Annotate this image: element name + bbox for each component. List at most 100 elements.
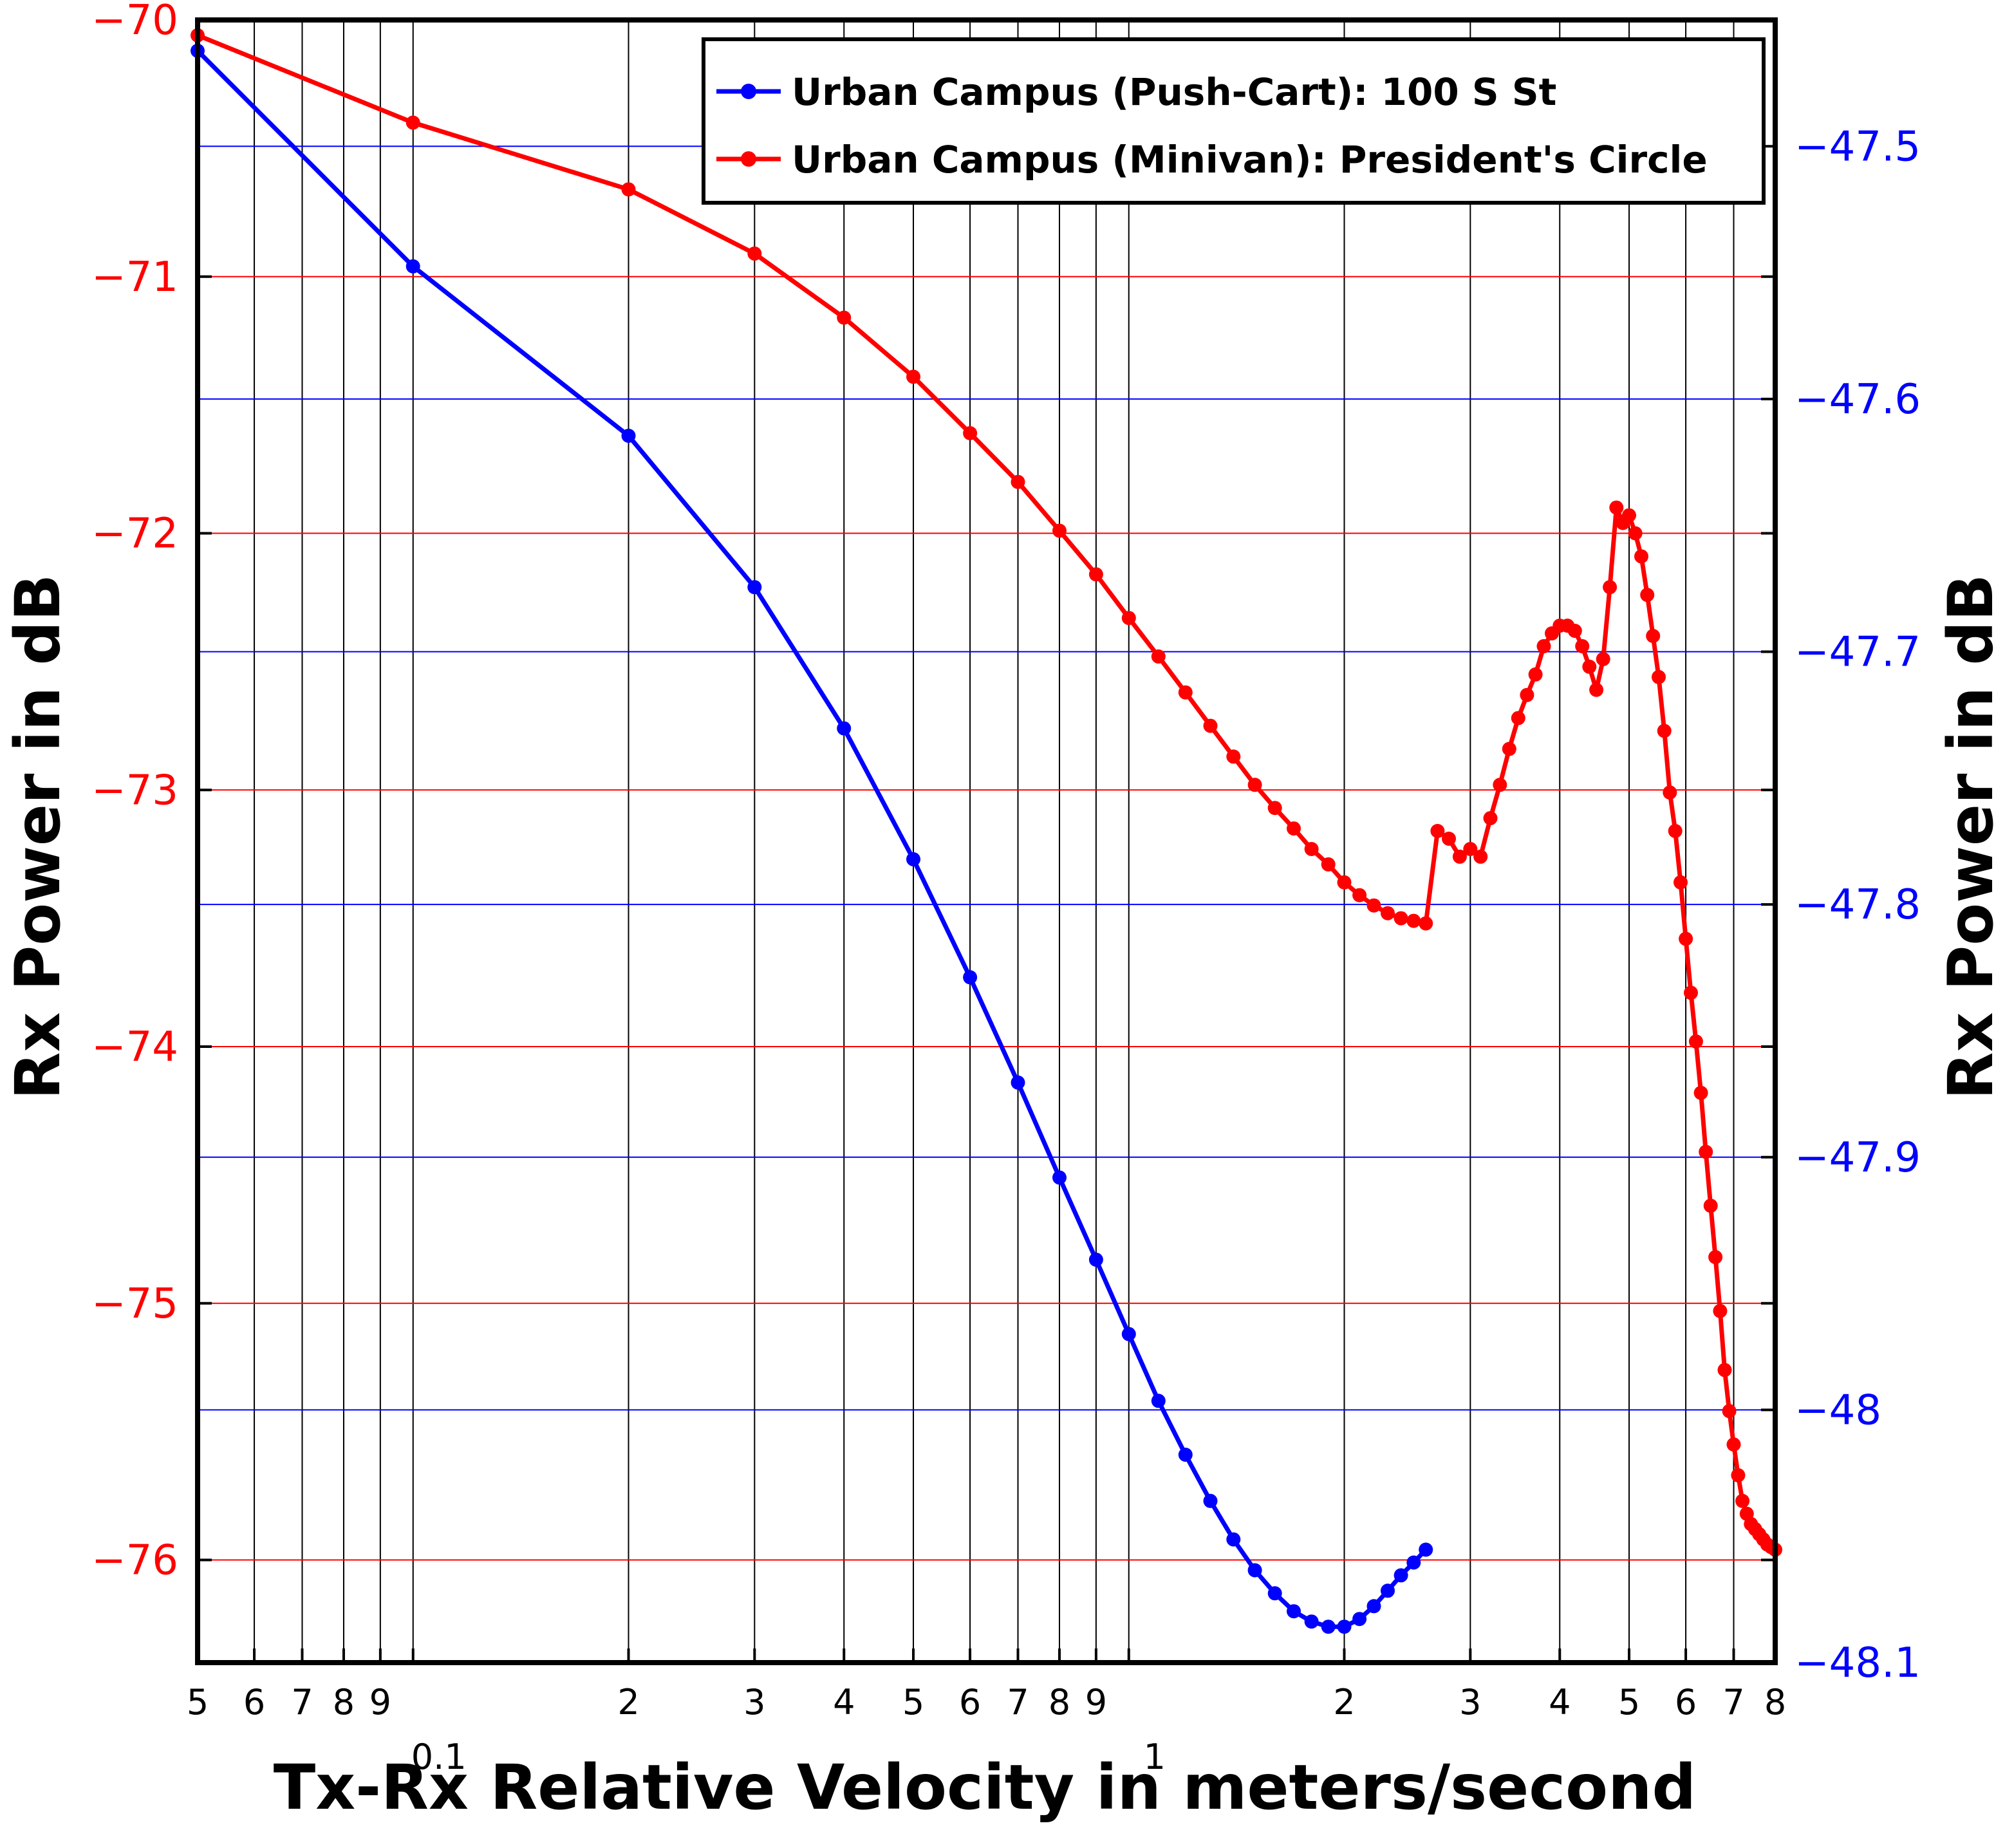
legend: Urban Campus (Push-Cart): 100 S St Urban… — [702, 37, 1766, 205]
data-point — [1699, 1144, 1713, 1159]
data-point — [1634, 549, 1648, 564]
data-point — [1640, 588, 1655, 602]
data-point — [1366, 1599, 1381, 1614]
y-right-tick-label: −47.5 — [1795, 123, 1921, 171]
data-point — [1463, 842, 1478, 856]
data-point — [1511, 711, 1525, 725]
x-tick-label: 6 — [959, 1682, 981, 1722]
data-point — [1735, 1493, 1750, 1508]
x-tick-label: 4 — [833, 1682, 855, 1722]
data-point — [1731, 1468, 1746, 1482]
legend-entry-minivan: Urban Campus (Minivan): President's Circ… — [716, 138, 1708, 182]
data-point — [1178, 1448, 1193, 1462]
data-point — [1178, 685, 1193, 700]
y-left-tick-label: −76 — [91, 1537, 178, 1585]
data-point — [1483, 811, 1498, 826]
legend-box — [702, 37, 1766, 205]
series-line — [196, 49, 1428, 1629]
x-tick-label: 5 — [902, 1682, 924, 1722]
data-point — [1684, 985, 1698, 1000]
x-tick-label: 2 — [617, 1682, 639, 1722]
y-right-tick-label: −47.6 — [1795, 376, 1921, 424]
data-point — [1473, 849, 1488, 864]
data-point — [1287, 1604, 1301, 1619]
plot-frame — [195, 17, 1778, 1665]
x-tick-label: 5 — [187, 1682, 209, 1722]
legend-marker-push-cart — [741, 84, 756, 99]
data-point — [1603, 580, 1618, 595]
grid-lines — [197, 19, 1776, 1663]
data-point — [1703, 1199, 1718, 1213]
data-point — [1609, 500, 1624, 515]
data-point — [1646, 629, 1661, 643]
x-tick-label: 3 — [743, 1682, 765, 1722]
data-point — [1052, 523, 1067, 538]
x-tick-label: 2 — [1333, 1682, 1355, 1722]
data-point — [1628, 526, 1643, 541]
data-point — [1287, 821, 1301, 836]
data-point — [1406, 1555, 1421, 1570]
data-point — [1668, 824, 1683, 838]
data-point — [1226, 1532, 1241, 1547]
data-point — [1226, 749, 1241, 764]
y-right-tick-label: −47.8 — [1795, 881, 1921, 929]
legend-label-minivan: Urban Campus (Minivan): President's Circ… — [792, 138, 1708, 182]
y-right-tick-label: −47.9 — [1795, 1134, 1921, 1182]
x-tick-label: 7 — [1722, 1682, 1744, 1722]
x-tick-label: 6 — [1675, 1682, 1697, 1722]
data-point — [1203, 718, 1218, 733]
data-point — [1337, 1619, 1352, 1634]
data-point — [1713, 1303, 1728, 1318]
y-right-tick-label: −47.7 — [1795, 629, 1921, 677]
x-tick-label: 7 — [1007, 1682, 1029, 1722]
data-point — [747, 246, 762, 261]
x-tick-label: 3 — [1459, 1682, 1481, 1722]
data-point — [963, 426, 978, 440]
data-point — [1708, 1250, 1723, 1264]
data-point — [1394, 1568, 1408, 1583]
data-point — [906, 369, 920, 384]
data-point — [406, 259, 420, 274]
data-point — [1419, 916, 1433, 931]
tick-labels: −70 −71 −72 −73 −74 −75 −76 −47.5 −47.6 −47.7 −47.… — [91, 0, 1921, 1777]
legend-entry-push-cart: Urban Campus (Push-Cart): 100 S St — [716, 70, 1556, 114]
data-point — [1596, 651, 1610, 666]
data-point — [1536, 639, 1551, 653]
y-right-tick-label: −48.1 — [1795, 1639, 1921, 1687]
x-decade-label: 1 — [1144, 1737, 1166, 1777]
data-point — [1337, 875, 1352, 890]
x-tick-label: 6 — [243, 1682, 265, 1722]
data-point — [1381, 1583, 1395, 1598]
y-left-tick-label: −70 — [91, 0, 178, 44]
data-point — [1247, 1563, 1262, 1578]
x-tick-label: 5 — [1618, 1682, 1640, 1722]
data-point — [1663, 785, 1677, 800]
data-point — [1582, 659, 1597, 674]
series-plot-area — [191, 28, 1782, 1634]
y-left-tick-label: −74 — [91, 1023, 178, 1071]
data-point — [1657, 723, 1672, 738]
x-decade-label: 0.1 — [411, 1737, 467, 1777]
data-point — [1688, 1034, 1703, 1049]
data-point — [1121, 1327, 1136, 1341]
data-point — [621, 182, 636, 197]
data-point — [1452, 849, 1467, 864]
data-point — [1151, 1394, 1166, 1408]
data-point — [1321, 1619, 1336, 1634]
data-point — [906, 852, 920, 866]
legend-label-push-cart: Urban Campus (Push-Cart): 100 S St — [792, 70, 1556, 114]
y-axis-label-left: Rx Power in dB — [2, 574, 74, 1100]
data-point — [1088, 567, 1103, 582]
data-point — [1674, 875, 1688, 890]
x-tick-label: 4 — [1549, 1682, 1571, 1722]
series-line — [196, 33, 1776, 1552]
data-point — [1151, 649, 1166, 664]
data-point — [1267, 801, 1282, 816]
axis-ticks — [196, 19, 1776, 1664]
x-tick-label: 8 — [333, 1682, 355, 1722]
x-tick-label: 8 — [1764, 1682, 1786, 1722]
data-point — [1052, 1170, 1067, 1185]
data-point — [1304, 842, 1319, 856]
data-point — [1121, 611, 1136, 626]
